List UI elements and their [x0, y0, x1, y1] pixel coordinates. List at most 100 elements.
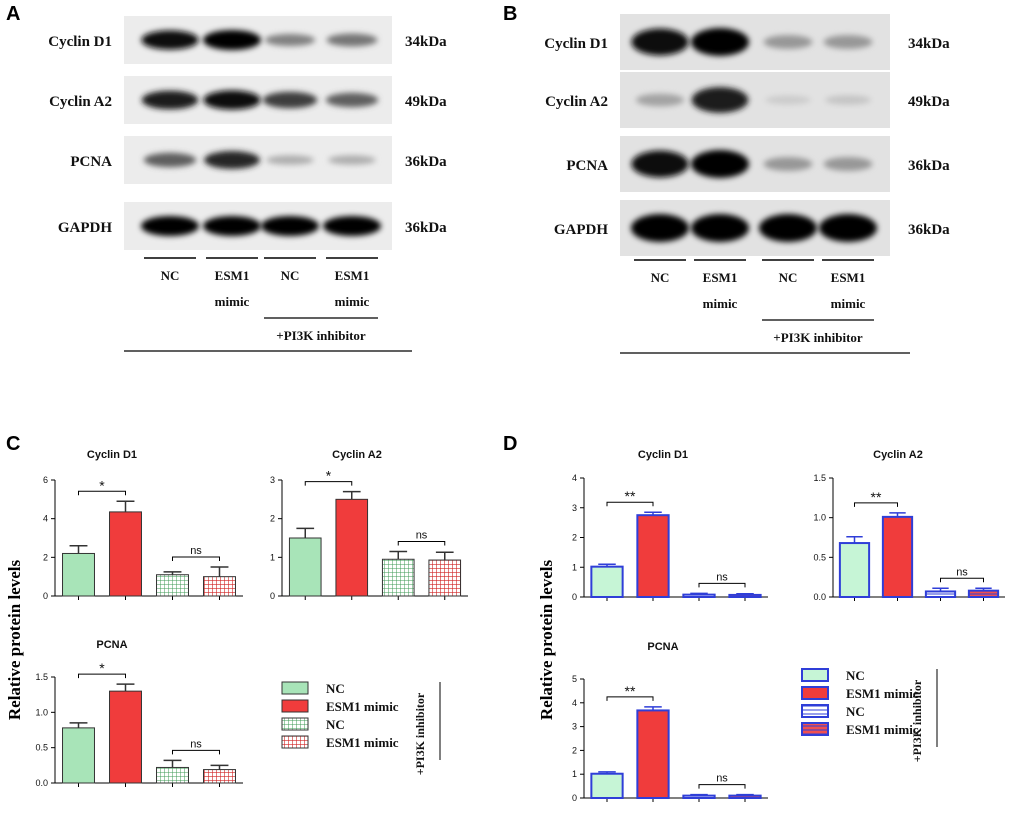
bar — [590, 772, 624, 799]
blot-band — [203, 90, 261, 110]
blot-row-label: Cyclin D1 — [48, 34, 112, 50]
blot-band — [823, 157, 873, 171]
blot-band — [691, 28, 749, 56]
significance-label: ** — [625, 488, 636, 504]
significance-label: ns — [190, 545, 202, 557]
y-tick-label: 1.5 — [813, 473, 826, 483]
significance-bracket — [854, 502, 898, 507]
significance-bracket — [78, 490, 126, 496]
legend-inhibitor-label: +PI3K inhibitor — [910, 679, 924, 762]
significance-label: ns — [956, 566, 968, 578]
bar — [728, 593, 762, 598]
significance-bracket — [304, 481, 353, 486]
y-tick-label: 0 — [270, 591, 275, 601]
bar — [590, 565, 624, 599]
blot-band — [631, 214, 689, 242]
y-tick-label: 4 — [572, 473, 577, 483]
blot-band — [819, 214, 877, 242]
blot-size-label: 36kDa — [405, 220, 447, 236]
blot-band — [204, 151, 260, 169]
chart-title: Cyclin D1 — [638, 449, 688, 461]
blot-band — [266, 155, 314, 165]
lane-label-second-line: mimic — [215, 294, 250, 309]
western-blot-panel-b: Cyclin D1 34kDa Cyclin A2 49kDa PCNA 36kDa GAP… — [544, 14, 950, 354]
bar — [335, 498, 369, 597]
y-tick-label: 4 — [43, 514, 48, 524]
y-tick-label: 2 — [572, 533, 577, 543]
significance-bracket — [940, 577, 984, 583]
lane-label: NC — [161, 268, 180, 283]
western-blot-panel-a: Cyclin D1 34kDa Cyclin A2 49kDa PCNA 36kDa GAP… — [48, 16, 447, 352]
legend-swatch — [281, 717, 309, 731]
y-tick-label: 4 — [572, 698, 577, 708]
bar-charts: Cyclin D1 0 2 4 6 * ns Cyclin A2 0 1 2 3 * ns PCNA 0.0 0… — [35, 449, 1005, 803]
bar-chart: PCNA 0 1 2 3 4 5 ** ns — [572, 641, 768, 803]
blot-size-label: 34kDa — [405, 34, 447, 50]
chart-title: Cyclin A2 — [332, 449, 382, 461]
y-tick-label: 6 — [43, 475, 48, 485]
lane-label: NC — [779, 270, 798, 285]
y-tick-label: 2 — [43, 552, 48, 562]
legend-swatch — [281, 735, 309, 749]
blot-band — [141, 30, 199, 50]
blot-band — [262, 91, 318, 109]
y-tick-label: 0.5 — [35, 743, 48, 753]
significance-bracket — [606, 501, 654, 507]
blot-band — [141, 90, 199, 110]
y-tick-label: 1.5 — [35, 672, 48, 682]
y-axis-title-c: Relative protein levels — [5, 560, 24, 721]
bar — [682, 593, 716, 598]
legend-panel-d: NC ESM1 mimic NC ESM1 mimic+PI3K inhibitor — [801, 668, 938, 762]
blot-size-label: 34kDa — [908, 36, 950, 52]
bar — [109, 511, 142, 597]
legend-label: ESM1 mimic — [846, 722, 919, 737]
blot-band — [759, 214, 817, 242]
y-tick-label: 5 — [572, 674, 577, 684]
y-tick-label: 1.0 — [813, 513, 826, 523]
significance-label: * — [99, 477, 105, 493]
bar — [288, 537, 322, 597]
blot-size-label: 36kDa — [908, 158, 950, 174]
bar — [203, 769, 236, 784]
significance-label: ns — [190, 738, 202, 750]
chart-title: Cyclin D1 — [87, 449, 137, 461]
blot-band — [261, 216, 319, 236]
lane-label-second-line: mimic — [703, 296, 738, 311]
panel-label-a: A — [6, 3, 20, 25]
legend-label: NC — [846, 704, 865, 719]
chart-title: PCNA — [647, 641, 678, 653]
blot-band — [326, 33, 378, 47]
bar-chart: PCNA 0.0 0.5 1.0 1.5 * ns — [35, 639, 243, 788]
lane-label: ESM1 — [215, 268, 250, 283]
lane-label: ESM1 — [335, 268, 370, 283]
y-tick-label: 3 — [572, 722, 577, 732]
bar — [924, 590, 957, 598]
blot-band — [141, 216, 199, 236]
bar — [728, 794, 762, 799]
blot-band — [631, 28, 689, 56]
significance-bracket — [397, 541, 446, 546]
blot-band — [824, 95, 872, 105]
blot-size-label: 49kDa — [908, 94, 950, 110]
blot-row-label: GAPDH — [58, 220, 112, 236]
blot-band — [763, 35, 813, 49]
bar-chart: Cyclin D1 0 1 2 3 4 ** ns — [572, 449, 768, 602]
legend-label: ESM1 mimic — [326, 735, 399, 750]
blot-band — [325, 92, 379, 108]
bar — [428, 559, 462, 597]
bar — [636, 514, 670, 598]
panel-label-c: C — [6, 433, 20, 455]
treatment-label: +PI3K inhibitor — [276, 328, 366, 343]
lane-label: ESM1 — [703, 270, 738, 285]
blot-row-label: GAPDH — [554, 222, 608, 238]
chart-title: Cyclin A2 — [873, 449, 923, 461]
bar-chart: Cyclin A2 0.0 0.5 1.0 1.5 ** ns — [813, 449, 1005, 602]
significance-bracket — [698, 582, 746, 588]
significance-bracket — [172, 749, 220, 755]
legend-swatch — [281, 699, 309, 713]
legend-swatch — [801, 704, 829, 718]
y-tick-label: 1.0 — [35, 707, 48, 717]
legend-swatch — [801, 668, 829, 682]
y-tick-label: 3 — [270, 475, 275, 485]
bar-chart: Cyclin D1 0 2 4 6 * ns — [43, 449, 243, 601]
